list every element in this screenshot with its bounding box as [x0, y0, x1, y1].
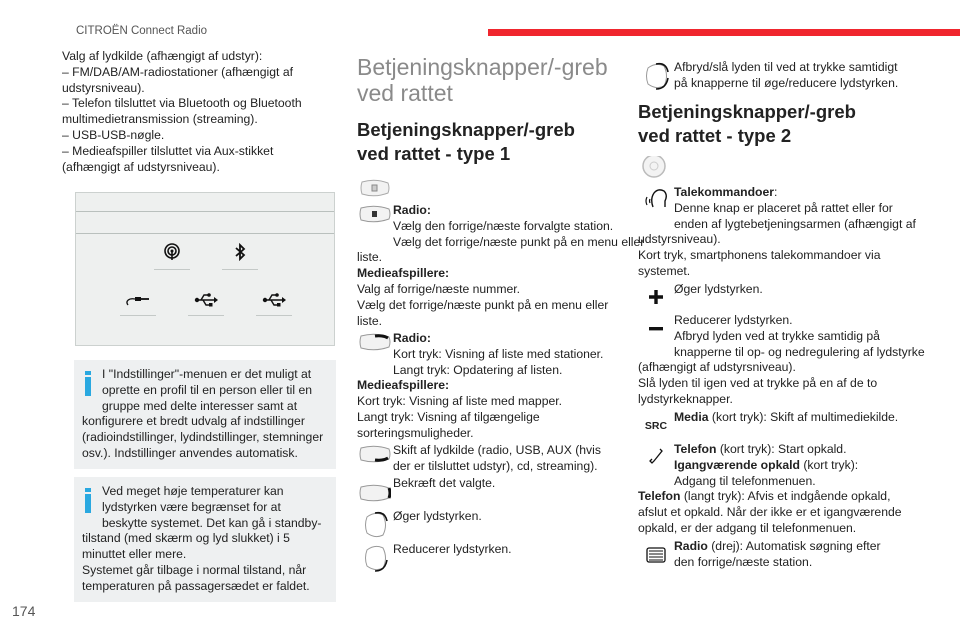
steering-bottom-icon: [357, 443, 393, 475]
voice-command-icon: [638, 185, 674, 217]
control-item-minus: Reducerer lydstyrken. Afbryd lyden ved a…: [638, 313, 925, 406]
radio-antenna-icon: [154, 243, 190, 266]
control-item-voice: Talekommandoer: Denne knap er placeret p…: [638, 185, 916, 278]
control-item-source: Skift af lydkilde (radio, USB, AUX (hvis…: [357, 443, 677, 475]
usb-icon: [188, 293, 224, 312]
minus-icon: [638, 313, 674, 355]
steering-wheel-icon: [640, 154, 668, 185]
volume-wheel-up-icon: [357, 509, 393, 541]
running-header: CITROËN Connect Radio: [76, 25, 208, 37]
info-text: I "Indstillinger"-menuen er det muligt a…: [82, 367, 324, 460]
control-item-phone: Telefon (kort tryk): Start opkald. Igang…: [638, 442, 902, 535]
control-item-radio-dial: Radio (drej): Automatisk søgning efter d…: [638, 539, 958, 575]
steering-left-right-icon: [357, 203, 393, 235]
info-box-settings: I "Indstillinger"-menuen er det muligt a…: [74, 360, 336, 469]
volume-wheel-down-icon: [357, 542, 393, 574]
page-number: 174: [12, 603, 36, 619]
info-text: Ved meget høje temperaturer kan lydstyrk…: [82, 484, 322, 593]
aux-cable-icon: [120, 293, 156, 312]
audio-source-list: Valg af lydkilde (afhængigt af udstyr): …: [62, 49, 302, 174]
info-box-temperature: Ved meget høje temperaturer kan lydstyrk…: [74, 477, 336, 602]
control-item-volume-up: Øger lydstyrken.: [357, 509, 677, 541]
control-item-radio-list: Radio: Kort tryk: Visning af liste med s…: [357, 331, 604, 440]
steering-control-icon: [360, 179, 390, 202]
subsection-title-type-1: Betjeningsknapper/-greb ved rattet - typ…: [357, 119, 575, 164]
section-title: Betjeningsknapper/-greb ved rattet: [357, 54, 608, 106]
control-item-plus: Øger lydstyrken.: [638, 282, 958, 318]
plus-icon: [638, 282, 674, 318]
volume-wheel-both-icon: [638, 60, 674, 94]
steering-top-icon: [357, 331, 393, 363]
control-item-mute: Afbryd/slå lyden til ved at trykke samti…: [638, 60, 958, 94]
usb-icon: [256, 293, 292, 312]
audio-source-screen-figure: [75, 192, 335, 346]
phone-icon: [638, 442, 674, 476]
header-accent-bar: [488, 29, 960, 36]
control-item-radio-seek: Radio: Vælg den forrige/næste forvalgte …: [357, 203, 645, 328]
control-item-confirm: Bekræft det valgte.: [357, 476, 677, 508]
control-item-volume-down: Reducerer lydstyrken.: [357, 542, 677, 574]
scroll-wheel-icon: [638, 539, 674, 575]
steering-end-press-icon: [357, 476, 393, 508]
subsection-title-type-2: Betjeningsknapper/-greb ved rattet - typ…: [638, 101, 856, 146]
control-item-src: SRC Media (kort tryk): Skift af multimedi…: [638, 410, 958, 448]
bluetooth-icon: [222, 242, 258, 266]
info-icon: [82, 367, 96, 399]
src-icon: SRC: [644, 420, 668, 432]
info-icon: [82, 484, 96, 516]
